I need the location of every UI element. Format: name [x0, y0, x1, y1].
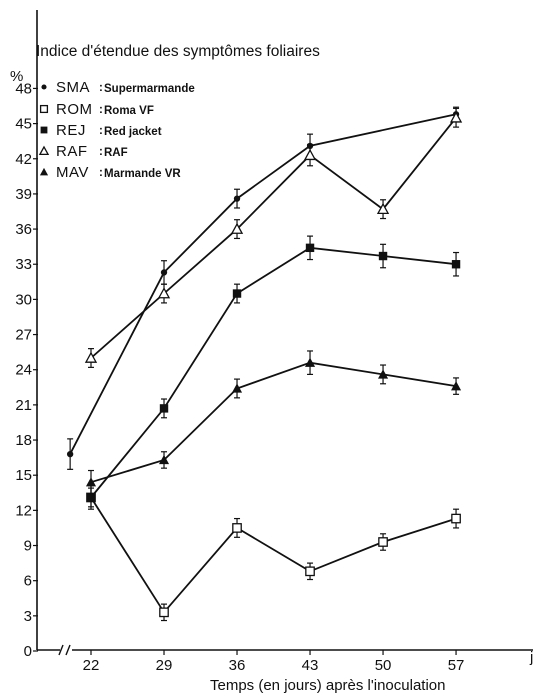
data-point: [303, 148, 317, 161]
series-sma: [66, 106, 460, 470]
data-point: [451, 260, 461, 269]
legend-marker: [39, 104, 49, 114]
legend-entry-sma: SMA: Supermarmande: [41, 79, 195, 96]
legend-marker: [40, 126, 48, 134]
data-point: [230, 222, 244, 234]
data-point: [160, 269, 168, 276]
x-tick-label: 22: [83, 657, 100, 674]
series-raf: [84, 107, 463, 368]
data-point: [157, 287, 171, 299]
legend-name: Roma VF: [104, 105, 154, 117]
legend-name: Marmande VR: [104, 168, 181, 180]
y-tick-label: 3: [24, 608, 32, 625]
legend-name: Supermarmande: [104, 83, 195, 95]
y-tick-label: 18: [15, 432, 32, 449]
axis-break-mark: [65, 644, 71, 656]
data-point: [376, 202, 390, 215]
series-line: [90, 117, 457, 359]
data-point: [232, 289, 242, 298]
series-line: [90, 361, 457, 484]
legend-marker: [38, 145, 50, 156]
data-point: [158, 454, 170, 465]
data-point: [85, 477, 97, 487]
data-point: [451, 513, 461, 524]
series-rom: [86, 485, 461, 622]
y-tick-label: 9: [24, 538, 32, 555]
series-rej: [86, 235, 461, 508]
data-point: [231, 383, 243, 393]
y-tick-label: 6: [24, 573, 32, 590]
series-line: [69, 113, 457, 455]
data-point: [451, 381, 462, 391]
x-tick-label: 43: [302, 657, 319, 674]
data-point: [233, 195, 241, 202]
y-tick-label: 21: [15, 397, 32, 414]
chart-title: Indice d'étendue des symptômes foliaires: [36, 43, 320, 60]
x-tick-label: 29: [156, 657, 173, 674]
axis-break-mark: [58, 644, 64, 656]
legend-entry-rej: REJ: Red jacket: [40, 122, 162, 139]
data-point: [86, 493, 96, 502]
y-tick-label: 48: [15, 80, 32, 97]
y-tick-label: 15: [15, 467, 32, 484]
data-point: [66, 450, 74, 458]
series-line: [90, 497, 457, 614]
legend-entry-raf: RAF: RAF: [38, 143, 128, 160]
data-point: [84, 351, 98, 363]
legend-code: SMA: [56, 79, 90, 96]
legend-code: ROM: [56, 101, 93, 118]
data-point: [378, 369, 389, 379]
data-point: [159, 404, 169, 413]
x-axis-label: Temps (en jours) après l'inoculation: [210, 677, 445, 694]
y-tick-label: 45: [15, 116, 32, 133]
legend-entry-mav: MAV: Marmande VR: [39, 164, 181, 181]
legend-code: MAV: [56, 164, 89, 181]
legend-separator: :: [99, 82, 103, 94]
legend-name: Red jacket: [104, 126, 162, 138]
legend-code: REJ: [56, 122, 86, 139]
legend-marker: [39, 167, 49, 176]
data-point: [304, 357, 316, 367]
y-tick-label: 33: [15, 256, 32, 273]
legend-separator: :: [99, 125, 103, 137]
series-line: [90, 246, 457, 499]
data-point: [232, 523, 242, 533]
legend-separator: :: [99, 104, 103, 116]
legend-marker: [41, 84, 47, 90]
data-point: [378, 251, 388, 261]
y-tick-label: 12: [15, 502, 32, 519]
data-point: [378, 537, 388, 547]
legend-entry-rom: ROM: Roma VF: [39, 101, 154, 118]
legend-separator: :: [99, 146, 103, 158]
y-tick-label: 24: [15, 362, 32, 379]
x-tick-label: 36: [229, 657, 246, 674]
data-point: [305, 243, 315, 253]
y-tick-label: 36: [15, 221, 32, 238]
y-axis-label: %: [10, 68, 23, 85]
legend-separator: :: [99, 167, 103, 179]
x-unit-label: j: [529, 649, 533, 666]
x-tick-label: 57: [448, 657, 465, 674]
data-point: [305, 566, 315, 577]
data-point: [449, 111, 463, 123]
y-tick-label: 27: [15, 327, 32, 344]
y-tick-label: 0: [24, 643, 32, 660]
y-tick-label: 42: [15, 151, 32, 168]
x-tick-label: 50: [375, 657, 392, 674]
legend-code: RAF: [56, 143, 88, 160]
legend-name: RAF: [104, 147, 128, 159]
series-layer: [66, 106, 463, 622]
series-mav: [85, 350, 462, 495]
y-tick-label: 30: [15, 291, 32, 308]
y-tick-label: 39: [15, 186, 32, 203]
data-point: [159, 607, 169, 618]
